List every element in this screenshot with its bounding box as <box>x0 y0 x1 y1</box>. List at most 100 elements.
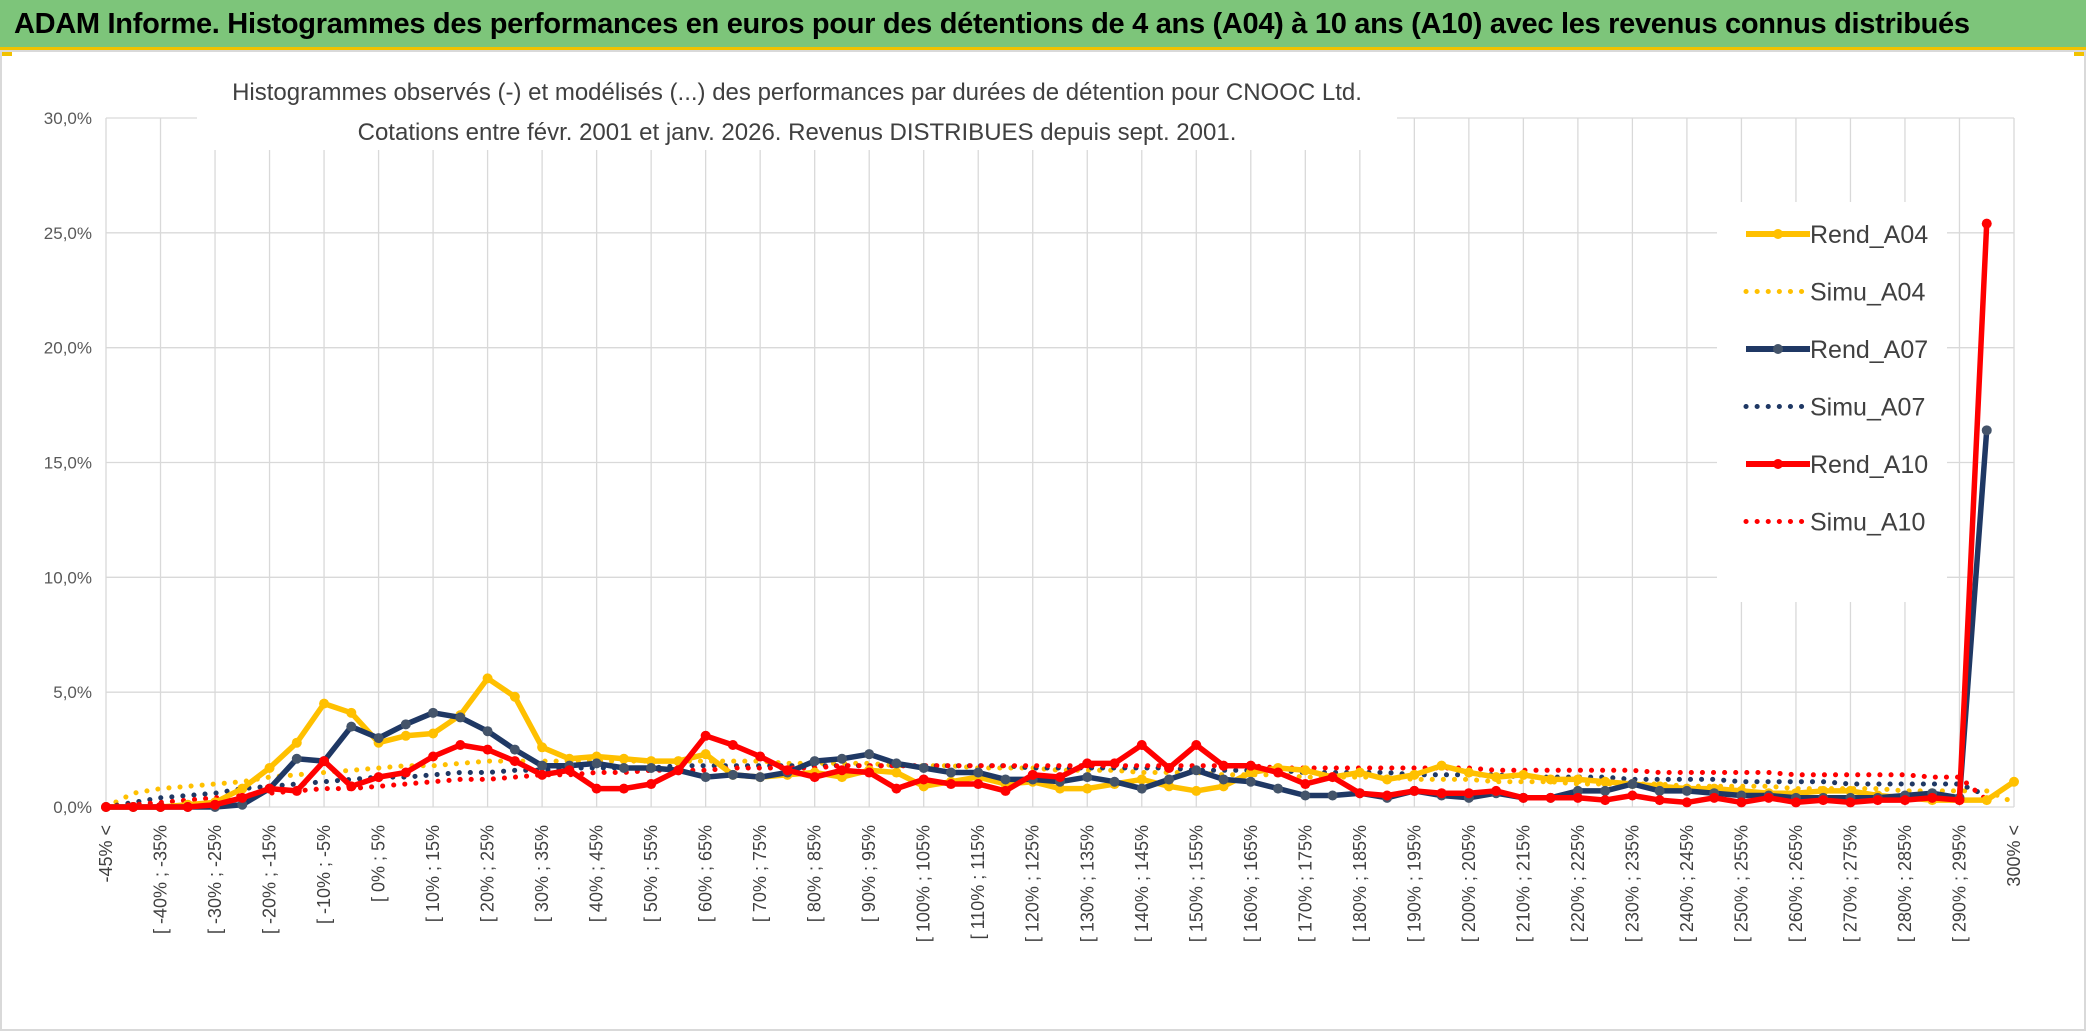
data-point-Rend_A07 <box>1245 776 1256 787</box>
data-point-Rend_A10 <box>1109 758 1120 769</box>
chart-title: Histogrammes observés (-) et modélisés (… <box>232 79 1362 106</box>
data-point-Rend_A04 <box>1245 767 1256 778</box>
x-tick-label: [ 40% ; 45% <box>587 825 607 922</box>
data-point-Rend_A04 <box>836 772 847 783</box>
data-point-Rend_A04 <box>291 737 302 748</box>
data-point-Rend_A10 <box>482 744 493 755</box>
data-point-Rend_A10 <box>973 779 984 790</box>
data-point-Rend_A10 <box>700 730 711 741</box>
data-point-Rend_A04 <box>509 691 520 702</box>
x-tick-label: [ 130% ; 135% <box>1077 825 1097 942</box>
data-point-Rend_A10 <box>673 765 684 776</box>
data-point-Rend_A10 <box>809 772 820 783</box>
x-tick-label: [ 180% ; 185% <box>1350 825 1370 942</box>
data-point-Rend_A10 <box>755 751 766 762</box>
data-point-Rend_A10 <box>1409 785 1420 796</box>
data-point-Rend_A04 <box>1300 765 1311 776</box>
x-tick-label: [ 110% ; 115% <box>968 825 988 939</box>
data-point-Rend_A07 <box>1273 783 1284 794</box>
data-point-Rend_A10 <box>1627 790 1638 801</box>
x-tick-label: [ 140% ; 145% <box>1132 825 1152 942</box>
x-tick-label: -45% < <box>96 825 116 883</box>
data-point-Rend_A07 <box>836 753 847 764</box>
data-point-Rend_A10 <box>1491 785 1502 796</box>
data-point-Rend_A07 <box>864 749 875 760</box>
data-point-Rend_A07 <box>1164 774 1175 785</box>
data-point-Rend_A04 <box>1518 769 1529 780</box>
data-point-Rend_A07 <box>1654 785 1665 796</box>
data-point-Rend_A07 <box>646 762 657 773</box>
data-point-Rend_A10 <box>918 774 929 785</box>
y-tick-label: 20,0% <box>44 339 92 358</box>
data-point-Rend_A04 <box>537 742 548 753</box>
data-point-Rend_A10 <box>509 756 520 767</box>
data-point-Rend_A04 <box>564 753 575 764</box>
data-point-Rend_A04 <box>482 673 493 684</box>
x-tick-label: [ -30% ; -25% <box>205 825 225 934</box>
data-point-Rend_A10 <box>1981 218 1992 229</box>
data-point-Rend_A10 <box>1600 795 1611 806</box>
data-point-Rend_A10 <box>1518 792 1529 803</box>
data-point-Rend_A10 <box>1136 739 1147 750</box>
data-point-Rend_A10 <box>455 739 466 750</box>
title-background <box>197 68 1397 150</box>
data-point-Rend_A07 <box>1736 790 1747 801</box>
x-tick-label: [ 60% ; 65% <box>696 825 716 922</box>
x-tick-label: 300% < <box>2004 825 2024 887</box>
data-point-Rend_A10 <box>1927 792 1938 803</box>
data-point-Rend_A10 <box>564 765 575 776</box>
data-point-Rend_A07 <box>1627 779 1638 790</box>
data-point-Rend_A10 <box>1027 769 1038 780</box>
data-point-Rend_A10 <box>1709 792 1720 803</box>
data-point-Rend_A04 <box>1845 785 1856 796</box>
x-tick-label: [ 200% ; 205% <box>1459 825 1479 942</box>
data-point-Rend_A07 <box>1572 785 1583 796</box>
data-point-Rend_A04 <box>1818 785 1829 796</box>
data-point-Rend_A10 <box>864 767 875 778</box>
data-point-Rend_A07 <box>346 721 357 732</box>
data-point-Rend_A10 <box>1382 790 1393 801</box>
data-point-Rend_A07 <box>373 733 384 744</box>
x-tick-label: [ 0% ; 5% <box>369 825 389 902</box>
data-point-Rend_A07 <box>700 772 711 783</box>
data-point-Rend_A04 <box>1600 776 1611 787</box>
x-tick-label: [ 250% ; 255% <box>1731 825 1751 942</box>
data-point-Rend_A07 <box>618 762 629 773</box>
data-point-Rend_A10 <box>210 799 221 810</box>
data-point-Rend_A10 <box>291 785 302 796</box>
x-tick-label: [ 170% ; 175% <box>1295 825 1315 942</box>
data-point-Rend_A07 <box>237 799 248 810</box>
x-tick-label: [ -10% ; -5% <box>314 825 334 924</box>
data-point-Rend_A10 <box>1954 795 1965 806</box>
data-point-Rend_A07 <box>973 767 984 778</box>
data-point-Rend_A04 <box>264 762 275 773</box>
x-tick-label: [ 260% ; 265% <box>1786 825 1806 942</box>
data-point-Rend_A10 <box>836 765 847 776</box>
x-tick-label: [ 160% ; 165% <box>1241 825 1261 942</box>
data-point-Rend_A04 <box>1409 769 1420 780</box>
x-tick-label: [ 70% ; 75% <box>750 825 770 922</box>
x-tick-label: [ 280% ; 285% <box>1895 825 1915 942</box>
data-point-Rend_A10 <box>373 772 384 783</box>
legend-label-Simu_A07: Simu_A07 <box>1810 394 1925 422</box>
data-point-Rend_A10 <box>1572 792 1583 803</box>
data-point-Rend_A07 <box>400 719 411 730</box>
x-tick-label: [ -20% ; -15% <box>260 825 280 934</box>
data-point-Rend_A10 <box>1164 762 1175 773</box>
data-point-Rend_A10 <box>782 765 793 776</box>
data-point-Rend_A10 <box>591 783 602 794</box>
data-point-Rend_A04 <box>1572 774 1583 785</box>
data-point-Rend_A10 <box>1000 785 1011 796</box>
x-tick-label: [ 120% ; 125% <box>1023 825 1043 942</box>
histogram-chart: 0,0% 5,0% 10,0% 15,0% 20,0% 25,0% 30,0% Histogr… <box>44 68 2024 942</box>
y-tick-label: 30,0% <box>44 109 92 128</box>
data-point-Rend_A10 <box>319 756 330 767</box>
data-point-Rend_A10 <box>1191 739 1202 750</box>
data-point-Rend_A10 <box>1872 795 1883 806</box>
x-tick-label: [ 50% ; 55% <box>641 825 661 922</box>
data-point-Rend_A04 <box>1218 781 1229 792</box>
data-point-Rend_A04 <box>1055 783 1065 794</box>
y-tick-label: 0,0% <box>53 798 92 817</box>
data-point-Rend_A07 <box>482 726 493 737</box>
x-tick-label: [ -40% ; -35% <box>151 825 171 934</box>
